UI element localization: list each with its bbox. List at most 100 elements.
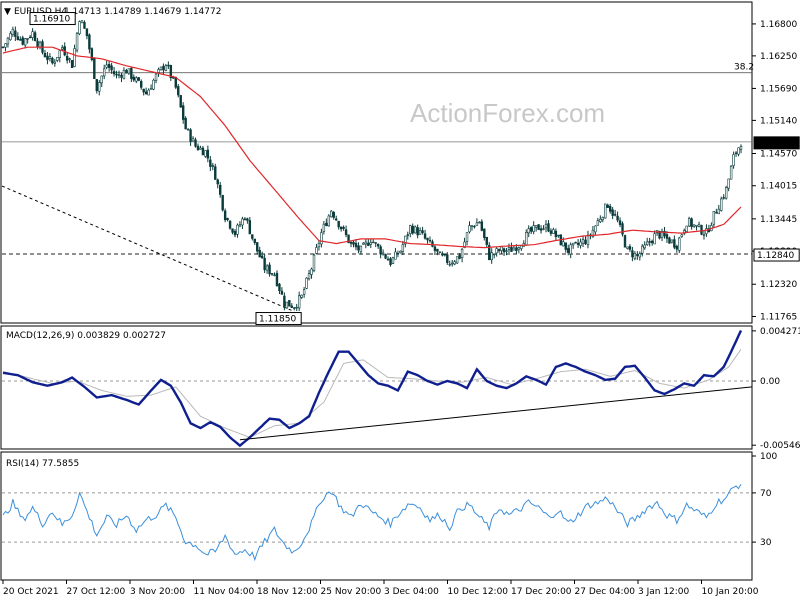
candle-body [599, 218, 602, 223]
candle-body [594, 225, 597, 233]
candle-body [641, 245, 644, 254]
candle-body [475, 222, 479, 226]
candle-body [441, 253, 444, 256]
candle-body [342, 227, 345, 229]
candle-body [406, 234, 409, 236]
candle-body [167, 64, 170, 67]
candle-body [591, 229, 595, 238]
candle-body [478, 221, 481, 224]
candle-body [199, 147, 202, 150]
candle-body [95, 79, 98, 92]
candle-body [739, 146, 743, 150]
candle-body [16, 36, 20, 40]
candle-body [678, 237, 681, 251]
time-tick-label: 10 Dec 12:00 [448, 587, 509, 597]
candle-body [697, 224, 701, 227]
candle-body [537, 224, 540, 230]
candle-body [330, 210, 333, 218]
candle-body [687, 218, 691, 227]
candle-body [219, 184, 222, 195]
candle-body [216, 179, 219, 185]
time-tick-label: 27 Dec 04:00 [575, 587, 636, 597]
price-tick-label: 1.13445 [760, 215, 797, 225]
candle-body [142, 88, 145, 93]
candle-body [24, 38, 27, 46]
candle-body [732, 154, 735, 166]
candle-body [502, 248, 506, 253]
candle-body [38, 42, 42, 48]
candle-body [147, 89, 150, 96]
support-level-label: 1.12840 [757, 251, 794, 261]
candle-body [88, 34, 91, 50]
candle-body [280, 290, 284, 295]
ma-line [2, 46, 742, 249]
candle-body [58, 50, 61, 58]
candle-body [576, 242, 580, 245]
candle-body [344, 229, 348, 236]
candle-body [48, 56, 52, 59]
candle-body [204, 150, 207, 157]
header-symbol: EURUSD,H4 [14, 7, 67, 17]
candle-body [78, 21, 81, 35]
candle-body [621, 223, 624, 235]
candle-body [253, 238, 256, 243]
candle-body [690, 218, 693, 228]
last-price-label: 1.14772 [757, 139, 794, 149]
candle-body [557, 234, 560, 237]
candle-body [260, 255, 264, 259]
candle-body [246, 218, 249, 221]
macd-trendline [239, 386, 753, 441]
fib-38-label: 38.2 [734, 63, 754, 73]
candle-body [601, 216, 604, 221]
candle-body [110, 65, 113, 71]
candle-body [717, 208, 720, 215]
candle-body [117, 74, 121, 76]
candle-body [436, 248, 439, 252]
candle-body [626, 246, 629, 249]
candle-body [107, 63, 111, 68]
candle-body [488, 245, 491, 261]
candle-body [727, 178, 730, 189]
price-trendline [1, 185, 295, 313]
candle-body [653, 233, 656, 245]
macd-signal-line [2, 349, 742, 438]
candle-body [663, 230, 666, 237]
macd-panel-frame [0, 325, 753, 450]
candle-body [127, 68, 131, 74]
candle-body [369, 242, 372, 245]
candle-body [4, 43, 7, 48]
time-tick-label: 3 Nov 20:00 [130, 587, 185, 597]
candle-body [530, 227, 533, 232]
candle-body [636, 254, 639, 256]
candle-body [256, 242, 259, 252]
candle-body [305, 277, 308, 289]
candle-body [683, 230, 686, 234]
candle-body [75, 32, 79, 51]
candle-body [367, 242, 370, 246]
candle-body [534, 225, 538, 228]
candle-body [206, 149, 210, 159]
candle-body [33, 32, 37, 42]
candle-body [53, 61, 57, 64]
candle-body [179, 95, 182, 108]
price-tick-label: 1.15690 [760, 84, 797, 94]
candle-body [507, 246, 511, 250]
candle-body [177, 86, 180, 96]
candle-body [404, 235, 407, 245]
candle-body [665, 234, 669, 239]
candle-body [401, 244, 405, 252]
candle-body [191, 138, 195, 142]
candle-body [604, 203, 607, 219]
candle-body [233, 230, 237, 236]
candle-body [702, 234, 706, 236]
candle-body [525, 232, 528, 246]
time-tick-label: 25 Nov 20:00 [321, 587, 382, 597]
watermark: ActionForex.com [410, 98, 605, 128]
candle-body [628, 246, 632, 250]
candle-body [542, 228, 545, 230]
candle-body [149, 88, 153, 90]
rsi-line [2, 484, 742, 562]
candle-body [317, 242, 321, 248]
